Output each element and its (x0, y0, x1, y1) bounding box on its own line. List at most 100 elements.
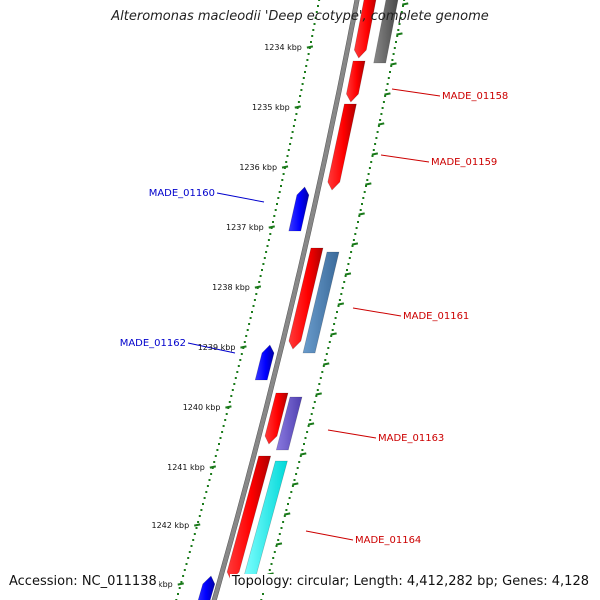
kbp-tick (268, 225, 275, 229)
gene-made-01162 (254, 344, 275, 381)
inner-ruler-dot (246, 329, 249, 331)
inner-ruler-dot (197, 521, 200, 523)
outer-ruler-dot (272, 557, 275, 559)
outer-ruler-dot (393, 47, 396, 49)
outer-ruler-dot (379, 119, 382, 121)
outer-ruler-dot (325, 353, 328, 355)
inner-ruler-dot (180, 581, 183, 583)
inner-ruler-dot (213, 461, 216, 463)
inner-ruler-dot (267, 239, 270, 241)
kbp-tick (240, 345, 247, 349)
inner-ruler-dot (200, 509, 203, 511)
inner-ruler-dot (177, 593, 179, 595)
inner-ruler-dot (306, 59, 309, 61)
inner-ruler-dot (185, 563, 188, 565)
inner-ruler-dot (228, 401, 231, 403)
outer-ruler-dot (371, 155, 374, 157)
outer-ruler-dot (322, 365, 325, 367)
inner-ruler-dot (203, 497, 206, 499)
inner-ruler-dot (239, 359, 242, 361)
outer-ruler-dot (277, 539, 280, 541)
outer-ruler-dot (384, 95, 387, 97)
inner-ruler-dot (317, 5, 319, 7)
inner-ruler-dot (237, 365, 240, 367)
inner-ruler-dot (182, 575, 185, 577)
inner-ruler-dot (269, 233, 272, 235)
kbp-tick-label: 1240 kbp (183, 403, 221, 412)
inner-ruler-dot (291, 131, 294, 133)
leader-line (391, 88, 441, 97)
kbp-tick-label: 1241 kbp (167, 463, 205, 472)
kbp-tick (225, 405, 232, 409)
outer-ruler-dot (399, 17, 402, 19)
inner-ruler-dot (253, 299, 256, 301)
outer-ruler-dot (288, 497, 291, 499)
ruler-dots (175, 0, 406, 600)
outer-tick (300, 452, 307, 456)
inner-ruler-dot (258, 281, 261, 283)
outer-ruler-dot (310, 413, 313, 415)
inner-ruler-dot (261, 269, 263, 271)
outer-ruler-dot (374, 143, 377, 145)
outer-ruler-dot (351, 245, 354, 247)
inner-ruler-dot (292, 125, 295, 127)
outer-ruler-dot (359, 209, 362, 211)
outer-ruler-dot (309, 419, 312, 421)
outer-ruler-dot (376, 131, 379, 133)
gene-label: MADE_01160 (149, 188, 215, 199)
inner-ruler-dot (224, 419, 227, 421)
outer-tick (396, 32, 403, 36)
outer-ruler-dot (312, 407, 315, 409)
inner-ruler-dot (294, 119, 297, 121)
gene-made-01163 (264, 392, 289, 445)
outer-ruler-dot (397, 29, 400, 31)
inner-ruler-dot (290, 137, 293, 139)
outer-ruler-dot (346, 269, 348, 271)
outer-ruler-dot (382, 101, 385, 103)
inner-ruler-dot (299, 95, 302, 97)
inner-ruler-dot (300, 89, 303, 91)
outer-ruler-dot (282, 521, 285, 523)
inner-ruler-dot (218, 443, 220, 445)
outer-ruler-dot (385, 89, 388, 91)
inner-ruler-dot (249, 317, 252, 319)
outer-ruler-dot (293, 479, 296, 481)
outer-ruler-dot (273, 551, 276, 553)
outer-ruler-dot (291, 485, 294, 487)
inner-ruler-dot (202, 503, 204, 505)
gene-label: MADE_01164 (355, 535, 421, 546)
outer-ruler-dot (304, 437, 307, 439)
outer-ruler-dot (313, 401, 316, 403)
inner-ruler-dot (251, 311, 253, 313)
kbp-tick (281, 165, 289, 169)
outer-ruler-dot (295, 473, 298, 475)
inner-ruler-dot (286, 155, 289, 157)
outer-ruler-dot (363, 191, 366, 193)
outer-ruler-dot (333, 323, 336, 325)
outer-ruler-dot (334, 317, 337, 319)
outer-tick (384, 92, 391, 96)
inner-ruler-dot (178, 587, 181, 589)
inner-ruler-dot (314, 17, 317, 19)
outer-ruler-dot (341, 287, 344, 289)
outer-tick (390, 62, 397, 66)
outer-ruler-dot (395, 41, 397, 43)
inner-ruler-dot (240, 353, 243, 355)
gene-label: MADE_01158 (442, 91, 508, 102)
outer-ruler-dot (331, 329, 334, 331)
outer-ruler-dot (402, 5, 404, 7)
inner-ruler-dot (192, 539, 195, 541)
outer-ruler-dot (319, 377, 322, 379)
inner-ruler-dot (195, 527, 198, 529)
inner-ruler-dot (222, 425, 225, 427)
outer-tick (402, 2, 409, 6)
inner-ruler-dot (236, 371, 239, 373)
outer-ruler-dot (336, 311, 338, 313)
outer-tick (315, 392, 322, 396)
outer-ruler-dot (391, 59, 394, 61)
gene-made-01159 (327, 103, 357, 191)
kbp-tick-label: 1239 kbp (198, 343, 236, 352)
kbp-tick-label: 1235 kbp (252, 103, 290, 112)
inner-ruler-dot (210, 473, 213, 475)
